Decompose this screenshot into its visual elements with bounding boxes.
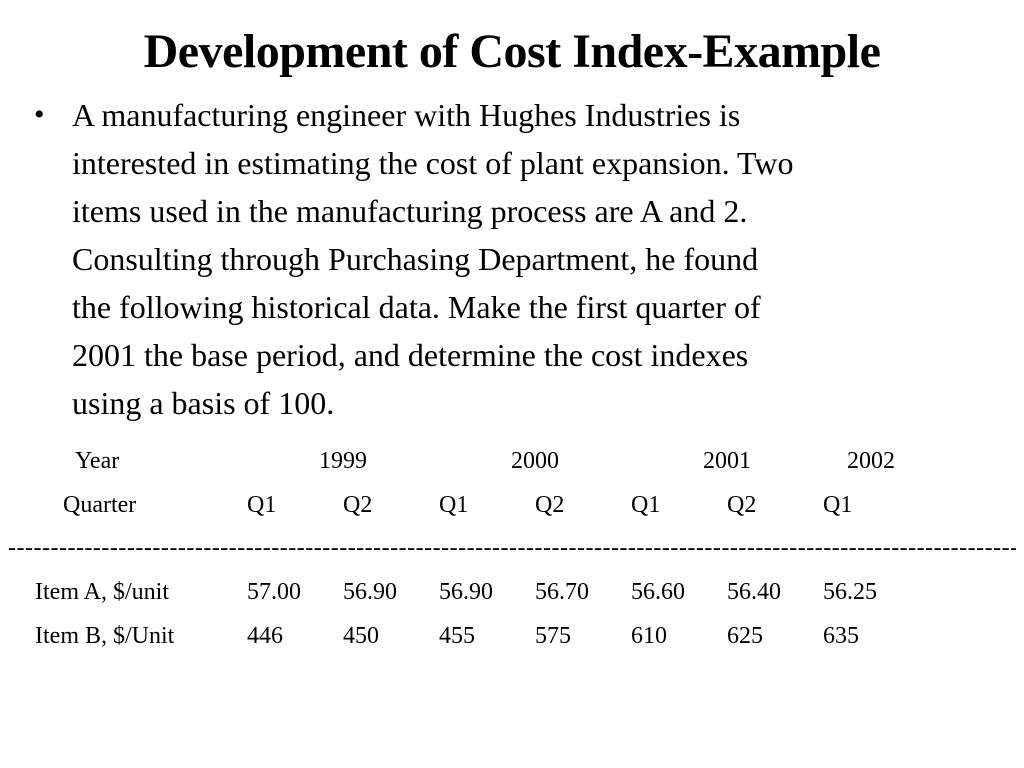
bullet-marker: • [34, 97, 45, 131]
table-cell: 575 [535, 622, 571, 649]
bullet-text-line: 2001 the base period, and determine the … [72, 336, 749, 373]
bullet-item: • A manufacturing engineer with Hughes I… [34, 91, 1024, 427]
row-label-item-a: Item A, $/unit [35, 579, 169, 606]
row-label-item-b: Item B, $/Unit [35, 622, 175, 649]
table-cell: 625 [727, 622, 763, 649]
bullet-text: A manufacturing engineer with Hughes Ind… [72, 91, 793, 427]
table-separator: ----------------------------------------… [8, 535, 1016, 562]
bullet-text-line: items used in the manufacturing process … [72, 192, 748, 229]
quarter-header: Q1 [247, 491, 277, 518]
table-cell: 450 [343, 622, 379, 649]
bullet-text-line: the following historical data. Make the … [72, 288, 761, 325]
bullet-text-line: Consulting through Purchasing Department… [72, 240, 759, 277]
bullet-text-line: using a basis of 100. [72, 384, 335, 421]
table-cell: 56.60 [631, 579, 685, 606]
table-cell: 56.90 [343, 579, 397, 606]
table-cell: 56.70 [535, 579, 589, 606]
year-row-label: Year [75, 447, 120, 474]
table-cell: 56.40 [727, 579, 781, 606]
table-cell: 446 [247, 622, 283, 649]
table-cell: 635 [823, 622, 859, 649]
year-header-1999: 1999 [319, 447, 367, 474]
quarter-header: Q1 [439, 491, 469, 518]
year-header-2001: 2001 [703, 447, 751, 474]
table-cell: 610 [631, 622, 667, 649]
slide-title: Development of Cost Index-Example [143, 25, 881, 78]
table-cell: 56.25 [823, 579, 877, 606]
cost-data-table: Year 1999 2000 2001 2002 Quarter Q1 Q2 Q… [8, 447, 1024, 651]
quarter-header: Q1 [823, 491, 853, 518]
quarter-header: Q2 [343, 491, 373, 518]
quarter-row-label: Quarter [63, 491, 137, 518]
year-header-2002: 2002 [847, 447, 895, 474]
quarter-header: Q2 [535, 491, 565, 518]
table-cell: 455 [439, 622, 475, 649]
table-cell: 56.90 [439, 579, 493, 606]
year-header-2000: 2000 [511, 447, 559, 474]
table-cell: 57.00 [247, 579, 301, 606]
bullet-text-line: interested in estimating the cost of pla… [72, 144, 794, 181]
quarter-header: Q2 [727, 491, 757, 518]
bullet-text-line: A manufacturing engineer with Hughes Ind… [72, 96, 741, 133]
quarter-header: Q1 [631, 491, 661, 518]
